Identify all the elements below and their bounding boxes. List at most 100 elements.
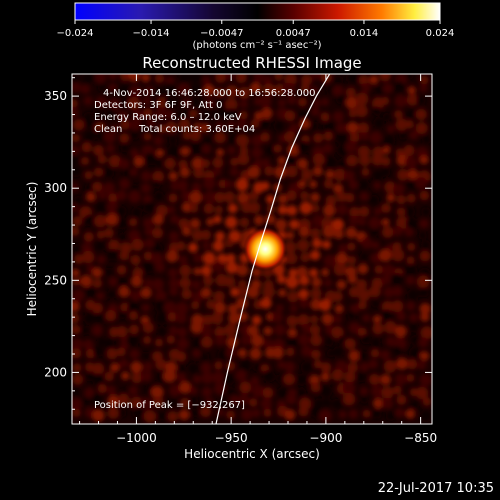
noise-blob: [140, 170, 152, 182]
noise-blob: [419, 75, 429, 85]
noise-blob: [154, 338, 164, 347]
noise-blob: [201, 386, 213, 398]
noise-blob: [381, 218, 390, 227]
noise-blob: [348, 215, 359, 226]
noise-blob: [369, 131, 383, 144]
noise-blob: [97, 383, 107, 394]
noise-blob: [359, 191, 369, 202]
noise-blob: [250, 82, 261, 93]
annotation-peak-position: Position of Peak = [−932,267]: [94, 400, 245, 411]
noise-blob: [130, 131, 140, 141]
annotation-clean: Clean: [94, 124, 122, 135]
noise-blob: [201, 75, 211, 85]
noise-blob: [212, 240, 224, 252]
noise-blob: [372, 106, 382, 116]
noise-blob: [323, 254, 337, 268]
noise-blob: [81, 250, 95, 264]
noise-blob: [324, 155, 337, 168]
noise-blob: [83, 231, 94, 242]
noise-blob: [214, 87, 225, 98]
noise-blob: [289, 219, 300, 230]
noise-blob: [201, 144, 212, 154]
noise-blob: [179, 381, 192, 394]
noise-blob: [118, 158, 130, 170]
noise-blob: [106, 385, 117, 395]
noise-blob: [247, 325, 259, 337]
noise-blob: [155, 148, 165, 158]
y-axis: 200 250 300 350: [44, 77, 432, 410]
noise-blob: [164, 96, 177, 109]
noise-blob: [119, 74, 131, 82]
noise-blob: [310, 86, 319, 95]
noise-blob: [285, 393, 297, 405]
noise-blob: [154, 74, 165, 83]
noise-blob: [346, 121, 359, 134]
noise-blob: [105, 143, 115, 154]
noise-blob: [193, 167, 205, 179]
noise-blob: [409, 130, 419, 140]
noise-blob: [191, 301, 200, 310]
noise-blob: [301, 323, 311, 334]
noise-blob: [368, 373, 380, 385]
noise-blob: [130, 254, 141, 266]
noise-blob: [192, 349, 202, 358]
noise-blob: [312, 238, 322, 249]
noise-blob: [108, 154, 122, 168]
noise-blob: [94, 74, 107, 84]
noise-blob: [214, 205, 223, 214]
noise-blob: [72, 268, 80, 277]
noise-blob: [396, 195, 406, 205]
noise-blob: [72, 226, 80, 236]
noise-blob: [165, 121, 178, 134]
noise-blob: [404, 227, 414, 237]
noise-blob: [106, 289, 117, 300]
noise-blob: [92, 107, 103, 117]
noise-blob: [310, 106, 320, 117]
noise-blob: [361, 237, 373, 249]
noise-blob: [94, 201, 106, 213]
annotation-time-range: 4‑Nov‑2014 16:46:28.000 to 16:56:28.000: [103, 88, 315, 99]
noise-blob: [128, 190, 141, 203]
noise-blob: [130, 361, 143, 374]
noise-blob: [380, 374, 391, 386]
noise-blob: [287, 328, 298, 338]
noise-blob: [277, 360, 286, 370]
noise-blob: [272, 346, 284, 359]
noise-blob: [225, 108, 238, 121]
noise-blob: [284, 409, 296, 421]
noise-blob: [92, 278, 103, 288]
noise-blob: [202, 241, 211, 251]
noise-blob: [214, 191, 226, 203]
noise-blob: [357, 145, 371, 159]
noise-blob: [277, 156, 287, 165]
noise-blob: [404, 263, 418, 277]
noise-blob: [144, 85, 155, 96]
colorbar-unit-label: (photons cm⁻² s⁻¹ asec⁻²): [192, 40, 321, 51]
noise-blob: [406, 94, 419, 106]
noise-blob: [346, 154, 358, 167]
noise-blob: [372, 315, 382, 324]
noise-blob: [83, 96, 93, 106]
noise-blob: [214, 335, 226, 347]
noise-blob: [152, 396, 164, 408]
noise-blob: [225, 261, 238, 274]
noise-blob: [382, 264, 396, 277]
noise-blob: [415, 122, 428, 135]
noise-blob: [381, 300, 394, 313]
noise-blob: [309, 324, 321, 336]
noise-blob: [91, 393, 103, 405]
noise-blob: [191, 157, 205, 170]
noise-blob: [180, 397, 190, 408]
colorbar-tick-label: 0.014: [350, 28, 379, 39]
noise-blob: [95, 96, 107, 108]
noise-blob: [299, 298, 309, 309]
noise-blob: [143, 132, 152, 141]
noise-blob: [140, 397, 153, 410]
noise-blob: [182, 131, 191, 140]
noise-blob: [201, 265, 212, 277]
noise-blob: [355, 104, 368, 118]
noise-blob: [394, 407, 405, 418]
noise-blob: [181, 226, 192, 236]
noise-blob: [285, 275, 299, 289]
noise-blob: [368, 194, 380, 206]
